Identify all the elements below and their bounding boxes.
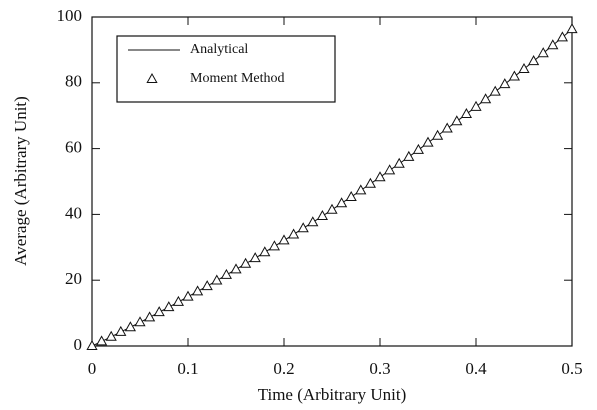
data-point	[566, 23, 578, 34]
data-point	[470, 100, 482, 111]
data-point	[153, 306, 165, 317]
data-point	[547, 39, 559, 50]
data-point	[297, 222, 309, 233]
legend-box	[116, 35, 336, 103]
y-tick-label: 100	[57, 6, 83, 25]
x-tick-label: 0.1	[177, 359, 198, 378]
data-point	[249, 252, 261, 263]
data-point	[393, 157, 405, 168]
data-point	[412, 143, 425, 154]
data-point	[220, 268, 233, 279]
data-point	[556, 31, 569, 42]
y-tick-label: 40	[65, 203, 82, 222]
data-point	[239, 257, 252, 268]
y-tick-label: 60	[65, 138, 82, 157]
data-point	[86, 339, 98, 350]
data-point	[537, 47, 549, 58]
y-tick-label: 0	[74, 335, 83, 354]
x-tick-label: 0.3	[369, 359, 390, 378]
data-point	[489, 85, 501, 96]
data-point	[287, 228, 300, 239]
data-point	[508, 70, 521, 81]
y-axis-label: Average (Arbitrary Unit)	[11, 96, 30, 266]
legend-label: Moment Method	[190, 71, 285, 86]
data-point	[335, 197, 348, 208]
data-point	[316, 210, 329, 221]
data-point	[431, 129, 444, 140]
data-point	[115, 325, 127, 336]
data-point	[201, 280, 213, 291]
data-point	[403, 150, 415, 161]
data-point	[134, 316, 146, 327]
x-tick-label: 0	[88, 359, 97, 378]
x-tick-label: 0.2	[273, 359, 294, 378]
data-point	[460, 108, 473, 119]
data-point	[422, 136, 434, 147]
data-point	[211, 274, 223, 285]
data-point	[163, 301, 175, 312]
x-tick-label: 0.5	[561, 359, 582, 378]
data-point	[479, 93, 492, 104]
legend: Analytical Moment Method	[116, 35, 336, 103]
data-point	[518, 62, 530, 73]
data-point	[374, 171, 386, 182]
data-point	[345, 190, 357, 201]
y-tick-label: 20	[65, 269, 82, 288]
x-tick-label: 0.4	[465, 359, 487, 378]
legend-label: Analytical	[190, 42, 248, 57]
data-point	[124, 321, 137, 332]
data-point	[364, 177, 377, 188]
data-point	[326, 203, 338, 214]
y-tick-label: 80	[65, 72, 82, 91]
data-point	[527, 55, 540, 66]
data-point	[499, 78, 511, 89]
data-point	[441, 122, 453, 133]
data-point	[191, 285, 204, 296]
data-point	[172, 295, 185, 306]
x-axis-label: Time (Arbitrary Unit)	[258, 385, 407, 404]
data-point	[355, 184, 367, 195]
plot-frame	[91, 16, 573, 347]
legend-marker	[146, 72, 158, 83]
data-point	[278, 234, 290, 245]
data-point	[383, 164, 396, 175]
data-point	[451, 115, 463, 126]
data-point	[182, 290, 194, 301]
data-point	[105, 330, 117, 341]
data-point	[268, 240, 281, 251]
data-point	[307, 216, 319, 227]
data-point	[259, 246, 271, 257]
data-point	[95, 335, 108, 346]
data-point	[230, 263, 242, 274]
data-point	[143, 311, 156, 322]
